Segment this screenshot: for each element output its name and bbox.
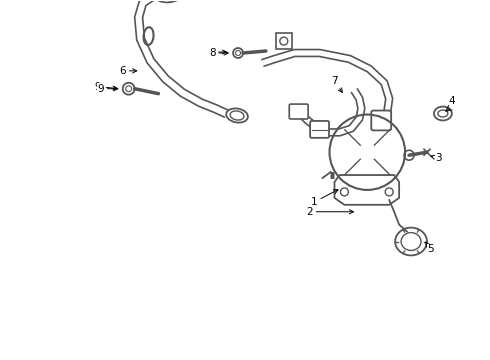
Text: 1: 1	[311, 190, 338, 207]
Text: 5: 5	[425, 242, 434, 255]
FancyBboxPatch shape	[310, 121, 329, 138]
Text: 7: 7	[331, 76, 343, 93]
Text: 4: 4	[448, 96, 455, 105]
Text: 8: 8	[207, 47, 226, 57]
Text: 6: 6	[120, 66, 137, 76]
FancyBboxPatch shape	[289, 104, 308, 119]
Text: 3: 3	[431, 153, 442, 163]
Text: 9: 9	[95, 82, 117, 92]
Text: 8: 8	[209, 48, 228, 58]
Text: 2: 2	[306, 207, 353, 217]
Text: 9: 9	[98, 84, 118, 94]
FancyBboxPatch shape	[371, 111, 391, 130]
